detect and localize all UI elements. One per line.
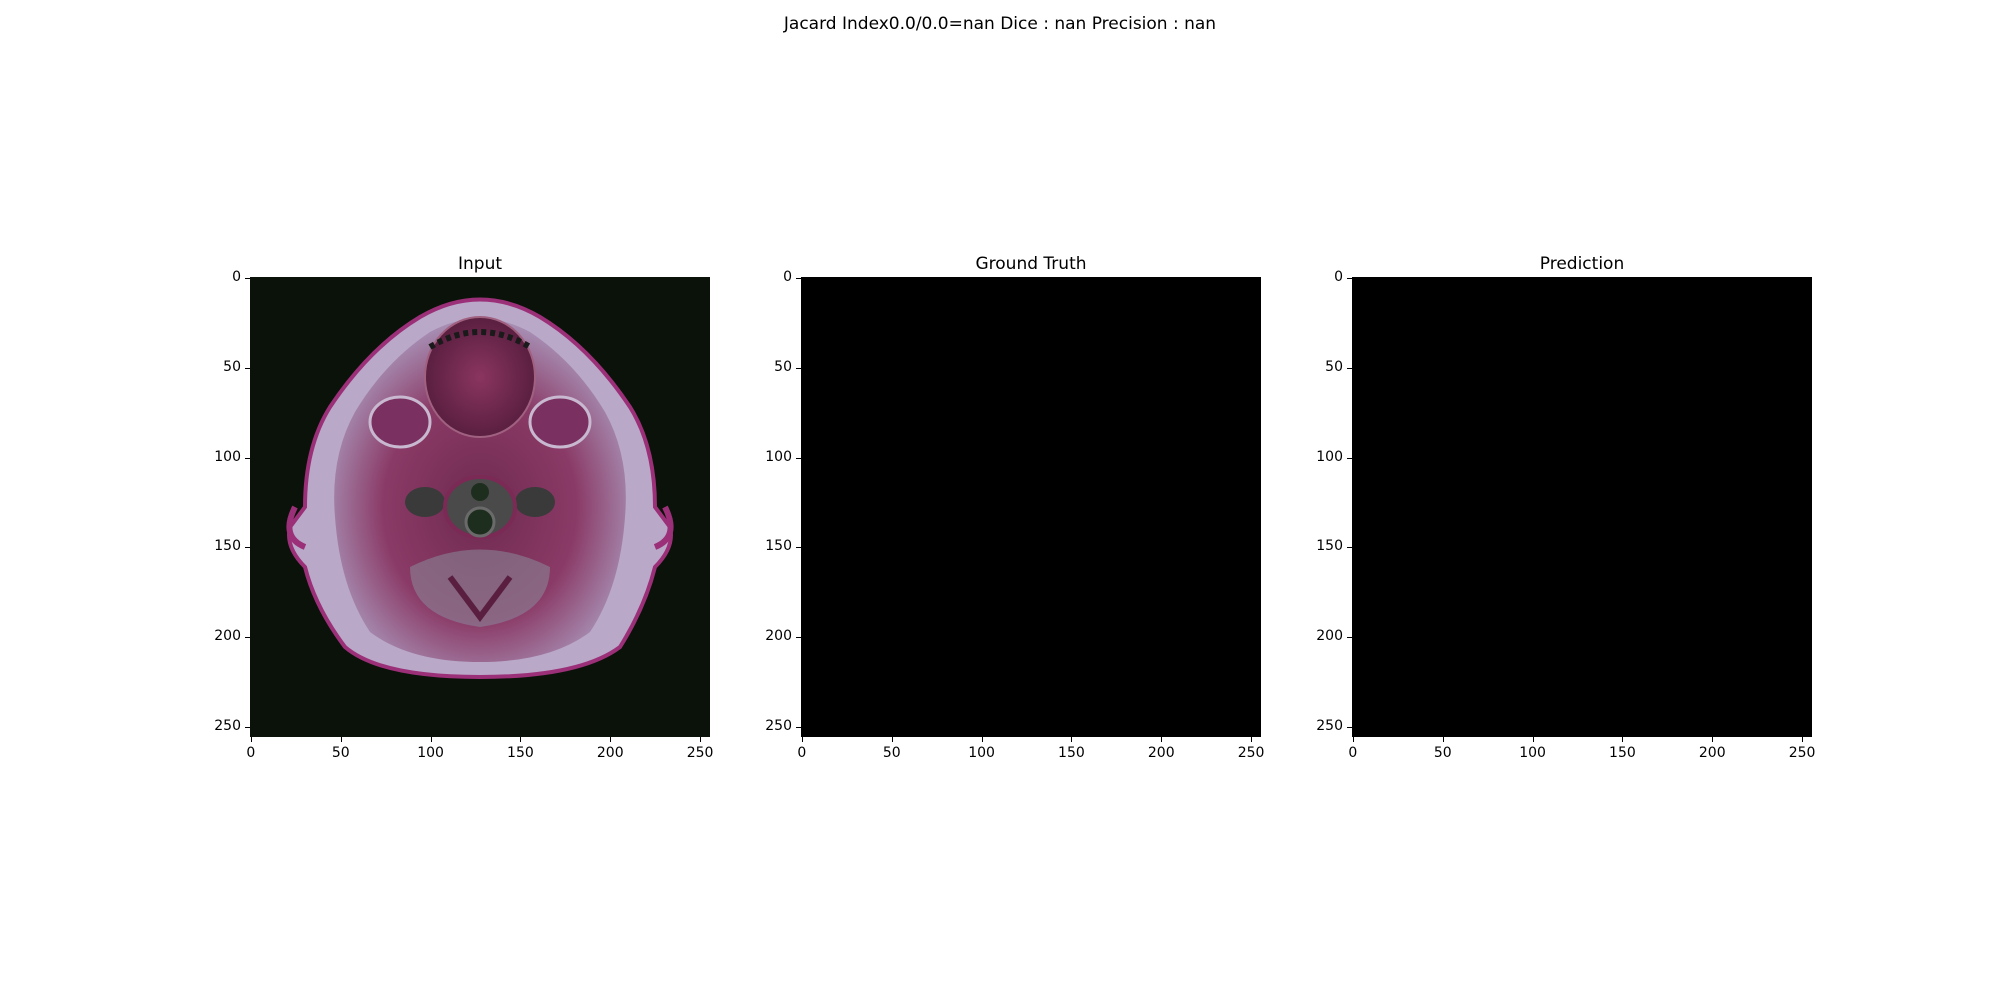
y-tick-mark bbox=[245, 457, 250, 459]
x-tick-mark bbox=[1352, 737, 1354, 742]
x-tick-mark bbox=[250, 737, 252, 742]
y-tick-mark bbox=[1347, 637, 1352, 639]
x-tick-mark bbox=[1802, 737, 1804, 742]
x-tick-mark bbox=[1712, 737, 1714, 742]
y-tick-mark bbox=[796, 367, 801, 369]
panel-title-input: Input bbox=[457, 254, 503, 274]
x-tick-mark bbox=[700, 737, 702, 742]
x-tick-label: 250 bbox=[1788, 745, 1816, 761]
y-tick-mark bbox=[1347, 457, 1352, 459]
y-tick-label: 100 bbox=[765, 448, 792, 465]
y-tick-label: 200 bbox=[214, 628, 241, 645]
x-tick-label: 50 bbox=[331, 745, 350, 761]
y-tick-label: 200 bbox=[765, 628, 792, 645]
x-tick-label: 0 bbox=[246, 745, 256, 761]
x-tick-mark bbox=[801, 737, 803, 742]
x-tick-label: 0 bbox=[797, 745, 807, 761]
x-tick-label: 250 bbox=[1237, 745, 1265, 761]
y-tick-mark bbox=[1347, 547, 1352, 549]
y-tick-mark bbox=[245, 367, 250, 369]
y-tick-mark bbox=[796, 277, 801, 279]
y-tick-mark bbox=[245, 727, 250, 729]
y-tick-mark bbox=[245, 277, 250, 279]
y-tick-label: 250 bbox=[765, 718, 792, 735]
y-tick-label: 250 bbox=[214, 718, 241, 735]
y-tick-label: 150 bbox=[214, 538, 241, 555]
y-tick-label: 250 bbox=[1316, 718, 1343, 735]
input-image bbox=[250, 277, 710, 737]
prediction-image bbox=[1352, 277, 1812, 737]
y-tick-label: 50 bbox=[774, 358, 792, 375]
x-tick-label: 150 bbox=[1609, 745, 1636, 761]
x-tick-label: 200 bbox=[1147, 745, 1175, 761]
y-tick-mark bbox=[796, 727, 801, 729]
x-tick-label: 200 bbox=[596, 745, 624, 761]
y-tick-mark bbox=[1347, 367, 1352, 369]
x-tick-mark bbox=[1532, 737, 1534, 742]
ground-truth-image bbox=[801, 277, 1261, 737]
x-tick-mark bbox=[1071, 737, 1073, 742]
y-tick-label: 200 bbox=[1316, 628, 1343, 645]
y-tick-label: 150 bbox=[1316, 538, 1343, 555]
y-tick-label: 0 bbox=[1334, 268, 1343, 285]
y-tick-mark bbox=[796, 457, 801, 459]
x-tick-mark bbox=[1442, 737, 1444, 742]
x-tick-mark bbox=[1251, 737, 1253, 742]
y-tick-label: 50 bbox=[223, 358, 241, 375]
panel-title-ground-truth: Ground Truth bbox=[975, 254, 1087, 274]
y-tick-label: 100 bbox=[1316, 448, 1343, 465]
y-tick-label: 150 bbox=[765, 538, 792, 555]
y-tick-mark bbox=[245, 637, 250, 639]
x-tick-mark bbox=[340, 737, 342, 742]
x-tick-label: 150 bbox=[507, 745, 534, 761]
y-tick-mark bbox=[1347, 727, 1352, 729]
x-tick-label: 50 bbox=[882, 745, 901, 761]
y-tick-label: 50 bbox=[1325, 358, 1343, 375]
y-tick-label: 100 bbox=[214, 448, 241, 465]
figure-suptitle: Jacard Index0.0/0.0=nan Dice : nan Preci… bbox=[783, 14, 1217, 34]
x-tick-mark bbox=[1161, 737, 1163, 742]
x-tick-mark bbox=[610, 737, 612, 742]
x-tick-label: 0 bbox=[1348, 745, 1358, 761]
x-tick-mark bbox=[430, 737, 432, 742]
y-tick-mark bbox=[245, 547, 250, 549]
panel-title-prediction: Prediction bbox=[1539, 254, 1625, 274]
x-tick-label: 50 bbox=[1433, 745, 1452, 761]
x-tick-mark bbox=[981, 737, 983, 742]
x-tick-label: 200 bbox=[1698, 745, 1726, 761]
x-tick-mark bbox=[520, 737, 522, 742]
x-tick-label: 100 bbox=[417, 745, 444, 761]
y-tick-mark bbox=[796, 637, 801, 639]
x-tick-label: 100 bbox=[968, 745, 995, 761]
x-tick-label: 100 bbox=[1519, 745, 1546, 761]
x-tick-label: 150 bbox=[1058, 745, 1085, 761]
y-tick-mark bbox=[1347, 277, 1352, 279]
x-tick-mark bbox=[891, 737, 893, 742]
x-tick-mark bbox=[1622, 737, 1624, 742]
y-tick-label: 0 bbox=[783, 268, 792, 285]
y-tick-mark bbox=[796, 547, 801, 549]
y-tick-label: 0 bbox=[232, 268, 241, 285]
mri-slice-image bbox=[250, 277, 710, 737]
x-tick-label: 250 bbox=[686, 745, 714, 761]
